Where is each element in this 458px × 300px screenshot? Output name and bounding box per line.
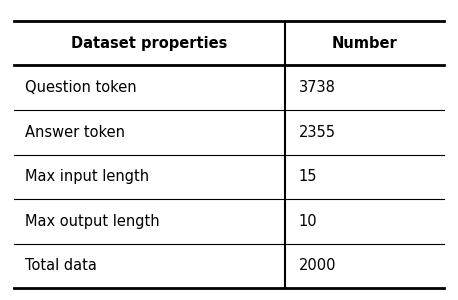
- Text: Answer token: Answer token: [25, 125, 125, 140]
- Text: 2355: 2355: [299, 125, 336, 140]
- Text: 2000: 2000: [299, 258, 336, 273]
- Text: Number: Number: [332, 36, 398, 51]
- Text: 10: 10: [299, 214, 317, 229]
- Text: 3738: 3738: [299, 80, 336, 95]
- Text: Max input length: Max input length: [25, 169, 149, 184]
- Text: Total data: Total data: [25, 258, 97, 273]
- Text: Question token: Question token: [25, 80, 137, 95]
- Text: Dataset properties: Dataset properties: [71, 36, 228, 51]
- Text: 15: 15: [299, 169, 317, 184]
- Text: Max output length: Max output length: [25, 214, 160, 229]
